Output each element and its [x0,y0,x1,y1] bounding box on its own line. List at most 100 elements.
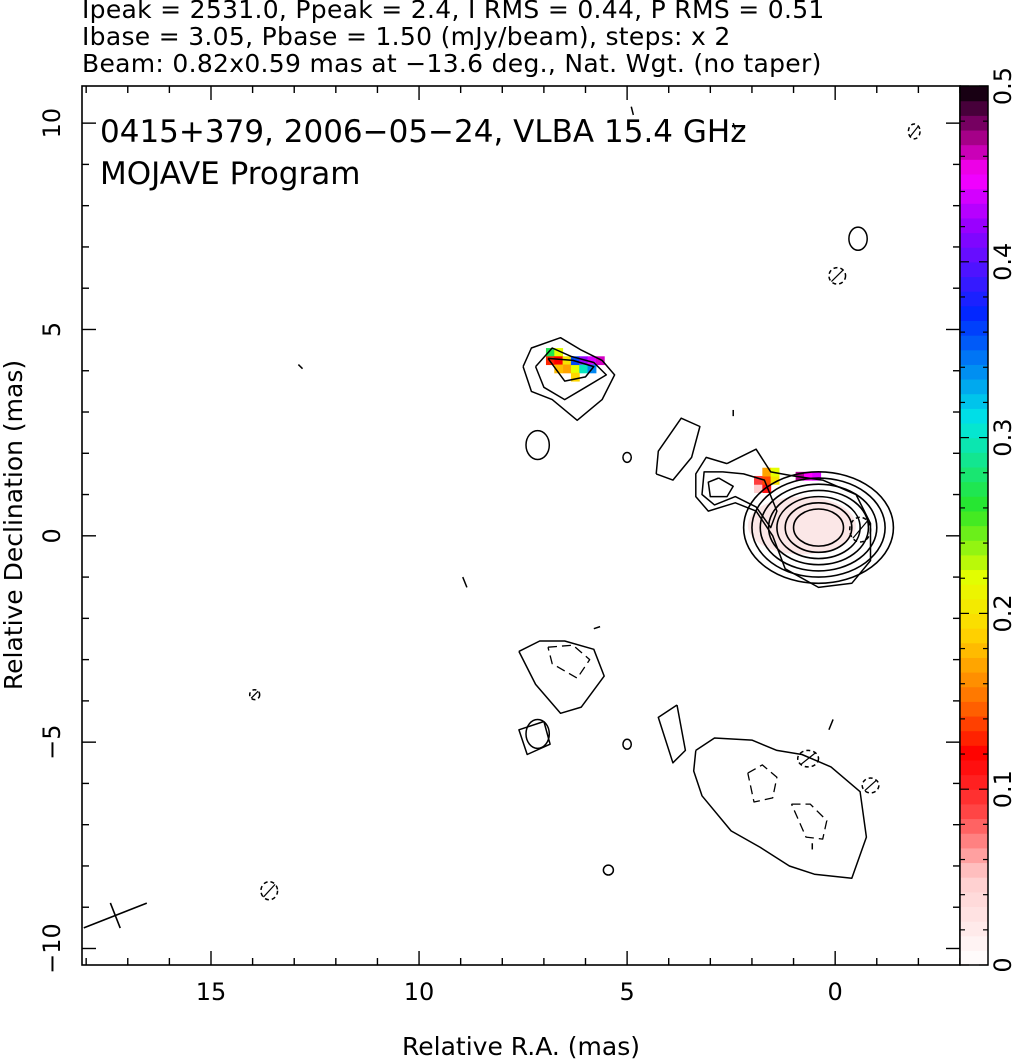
colorbar-swatch-44 [960,305,988,321]
y-tick-label--10: −10 [38,923,66,974]
colorbar-swatch-6 [960,862,988,878]
colorbar-swatch-56 [960,129,988,146]
colorbar-swatch-19 [960,672,988,688]
y-axis-label: Relative Declination (mas) [0,360,28,690]
polarization-pixel-9 [587,356,597,366]
contour-south-knot-outer [518,640,605,715]
core-contour-1 [742,471,895,585]
colorbar-swatch-53 [960,173,988,190]
colorbar-swatch-15 [960,730,988,746]
colorbar-swatch-7 [960,847,988,864]
colorbar-swatch-26 [960,569,988,585]
contour-ray-southeast [657,704,687,764]
colorbar-swatch-17 [960,701,988,717]
contour-fragment-2 [462,576,468,588]
colorbar-swatch-30 [960,510,988,527]
contour-island-4 [622,738,633,750]
x-tick-label-10: 10 [404,978,435,1006]
colorbar-swatch-47 [960,261,988,278]
plot-title-line-1: 0415+379, 2006−05−24, VLBA 15.4 GHz [100,114,746,150]
core-contour-4 [767,489,870,566]
header-line-2: Ibase = 3.05, Pbase = 1.50 (mJy/beam), s… [82,22,731,51]
beam-minor-axis [109,902,121,929]
colorbar-label-0.2: 0.2 [989,594,1017,632]
contour-layer [83,106,921,929]
x-tick-label-0: 0 [828,978,843,1006]
colorbar-swatch-3 [960,906,988,922]
map-layer [545,348,856,555]
contour-island-13 [861,777,880,794]
colorbar-swatch-10 [960,803,988,820]
colorbar-swatch-1 [960,935,988,951]
header-line-3: Beam: 0.82x0.59 mas at −13.6 deg., Nat. … [82,49,822,78]
x-tick-label-5: 5 [619,978,634,1006]
contour-middle-arc [655,417,701,481]
plot-title-line-2: MOJAVE Program [100,156,360,192]
colorbar-swatch-4 [960,891,988,907]
contour-southwest-neg-1 [747,764,778,803]
colorbar-swatch-57 [960,115,988,131]
core-contour-5 [776,495,861,560]
contour-island-11 [848,516,872,543]
polarization-pixel-1 [554,348,564,357]
polarization-pixel-6 [570,364,580,374]
contour-south-knot-neg [547,644,591,679]
colorbar-swatch-49 [960,232,988,248]
colorbar-swatch-45 [960,291,988,307]
colorbar-swatch-12 [960,774,988,790]
colorbar-swatch-22 [960,628,988,644]
y-tick-label-5: 5 [38,322,66,337]
contour-island-hatch-7 [250,690,259,699]
polarization-pixel-23 [803,471,813,481]
colorbar-swatch-41 [960,349,988,365]
contour-island-6 [260,880,279,901]
colorbar-swatch-16 [960,715,988,732]
colorbar-swatch-39 [960,379,988,395]
polarization-pixel-15 [754,484,763,493]
colorbar-swatch-43 [960,320,988,336]
colorbar-swatch-37 [960,408,988,424]
colorbar-swatch-51 [960,203,988,219]
colorbar-swatch-31 [960,496,988,512]
colorbar-swatch-23 [960,613,988,629]
colorbar-swatch-11 [960,789,988,805]
contour-southwest-blob-outer [692,737,868,880]
polarization-pixel-17 [762,484,772,493]
colorbar-swatch-14 [960,745,988,761]
colorbar-swatch-32 [960,481,988,497]
polarization-pixel-10 [579,364,589,374]
polarization-pixel-12 [595,356,605,366]
colorbar-swatch-8 [960,833,988,849]
colorbar-swatch-27 [960,554,988,571]
polarization-pixel-13 [570,372,580,382]
colorbar-swatch-13 [960,759,988,776]
colorbar-swatch-34 [960,452,988,468]
colorbar-swatch-40 [960,364,988,380]
colorbar-swatch-55 [960,144,988,160]
contour-southwest-neg-2 [790,803,828,840]
colorbar-swatch-48 [960,247,988,263]
polarization-pixel-14 [554,364,564,374]
colorbar-label-0: 0 [989,957,1017,972]
contour-inner-jet-mid [701,471,778,529]
polarization-pixel-0 [545,348,555,357]
colorbar-swatch-33 [960,466,988,483]
colorbar-swatch-58 [960,100,988,116]
contour-inner-jet-inner [707,477,734,498]
colorbar-swatch-42 [960,335,988,351]
header-line-1: Ipeak = 2531.0, Ppeak = 2.4, I RMS = 0.4… [82,0,825,24]
contour-island-5 [602,864,615,876]
plot-frame: 15 10 5 0 10 5 0 −5 −10 [38,85,961,1006]
colorbar-label-0.1: 0.1 [989,770,1017,808]
x-axis-label: Relative R.A. (mas) [402,1032,640,1060]
contour-island-hatch-9 [830,269,844,283]
y-tick-label-0: 0 [38,528,66,543]
y-tick-label-10: 10 [38,108,66,139]
contour-fragment-4 [828,719,834,731]
colorbar-label-0.4: 0.4 [989,243,1017,281]
contour-fragment-6 [630,106,635,116]
colorbar-swatch-35 [960,437,988,453]
polarization-pixel-4 [562,356,572,366]
colorbar-swatch-52 [960,188,988,204]
colorbar-swatch-0 [960,950,988,966]
